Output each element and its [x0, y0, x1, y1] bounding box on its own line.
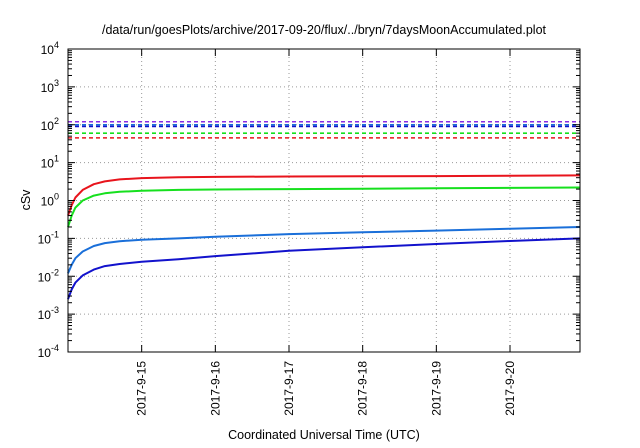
x-axis-label: Coordinated Universal Time (UTC) [228, 428, 420, 442]
y-axis-label: cSv [19, 189, 33, 211]
axis-ticks [68, 48, 580, 353]
y-tick-label: 10-3 [38, 305, 59, 322]
x-tick-label: 2017-9-16 [208, 361, 222, 416]
y-tick-label: 103 [41, 78, 59, 95]
y-tick-label: 100 [41, 192, 59, 209]
y-tick-label: 10-2 [38, 267, 59, 284]
y-tick-label: 10-1 [38, 229, 59, 246]
x-tick-label: 2017-9-20 [503, 361, 517, 416]
series-line [67, 186, 581, 228]
x-tick-labels: 2017-9-15 2017-9-16 2017-9-17 2017-9-18 2017… [135, 361, 517, 416]
series-line [67, 174, 581, 216]
chart-title: /data/run/goesPlots/archive/2017-09-20/f… [102, 23, 547, 37]
y-tick-labels: 10-4 10-3 10-2 10-1 100 101 102 103 104 [38, 40, 59, 360]
threshold-lines [68, 120, 580, 139]
y-tick-label: 10-4 [38, 343, 59, 360]
grid [68, 49, 580, 352]
series-line [67, 226, 581, 274]
x-tick-label: 2017-9-15 [135, 361, 149, 416]
x-tick-label: 2017-9-17 [282, 361, 296, 416]
series-line [67, 237, 581, 300]
y-tick-label: 101 [41, 154, 59, 171]
x-tick-label: 2017-9-19 [429, 361, 443, 416]
x-tick-label: 2017-9-18 [356, 361, 370, 416]
y-tick-label: 104 [41, 40, 59, 57]
y-tick-label: 102 [41, 116, 59, 133]
series-lines [67, 174, 581, 300]
